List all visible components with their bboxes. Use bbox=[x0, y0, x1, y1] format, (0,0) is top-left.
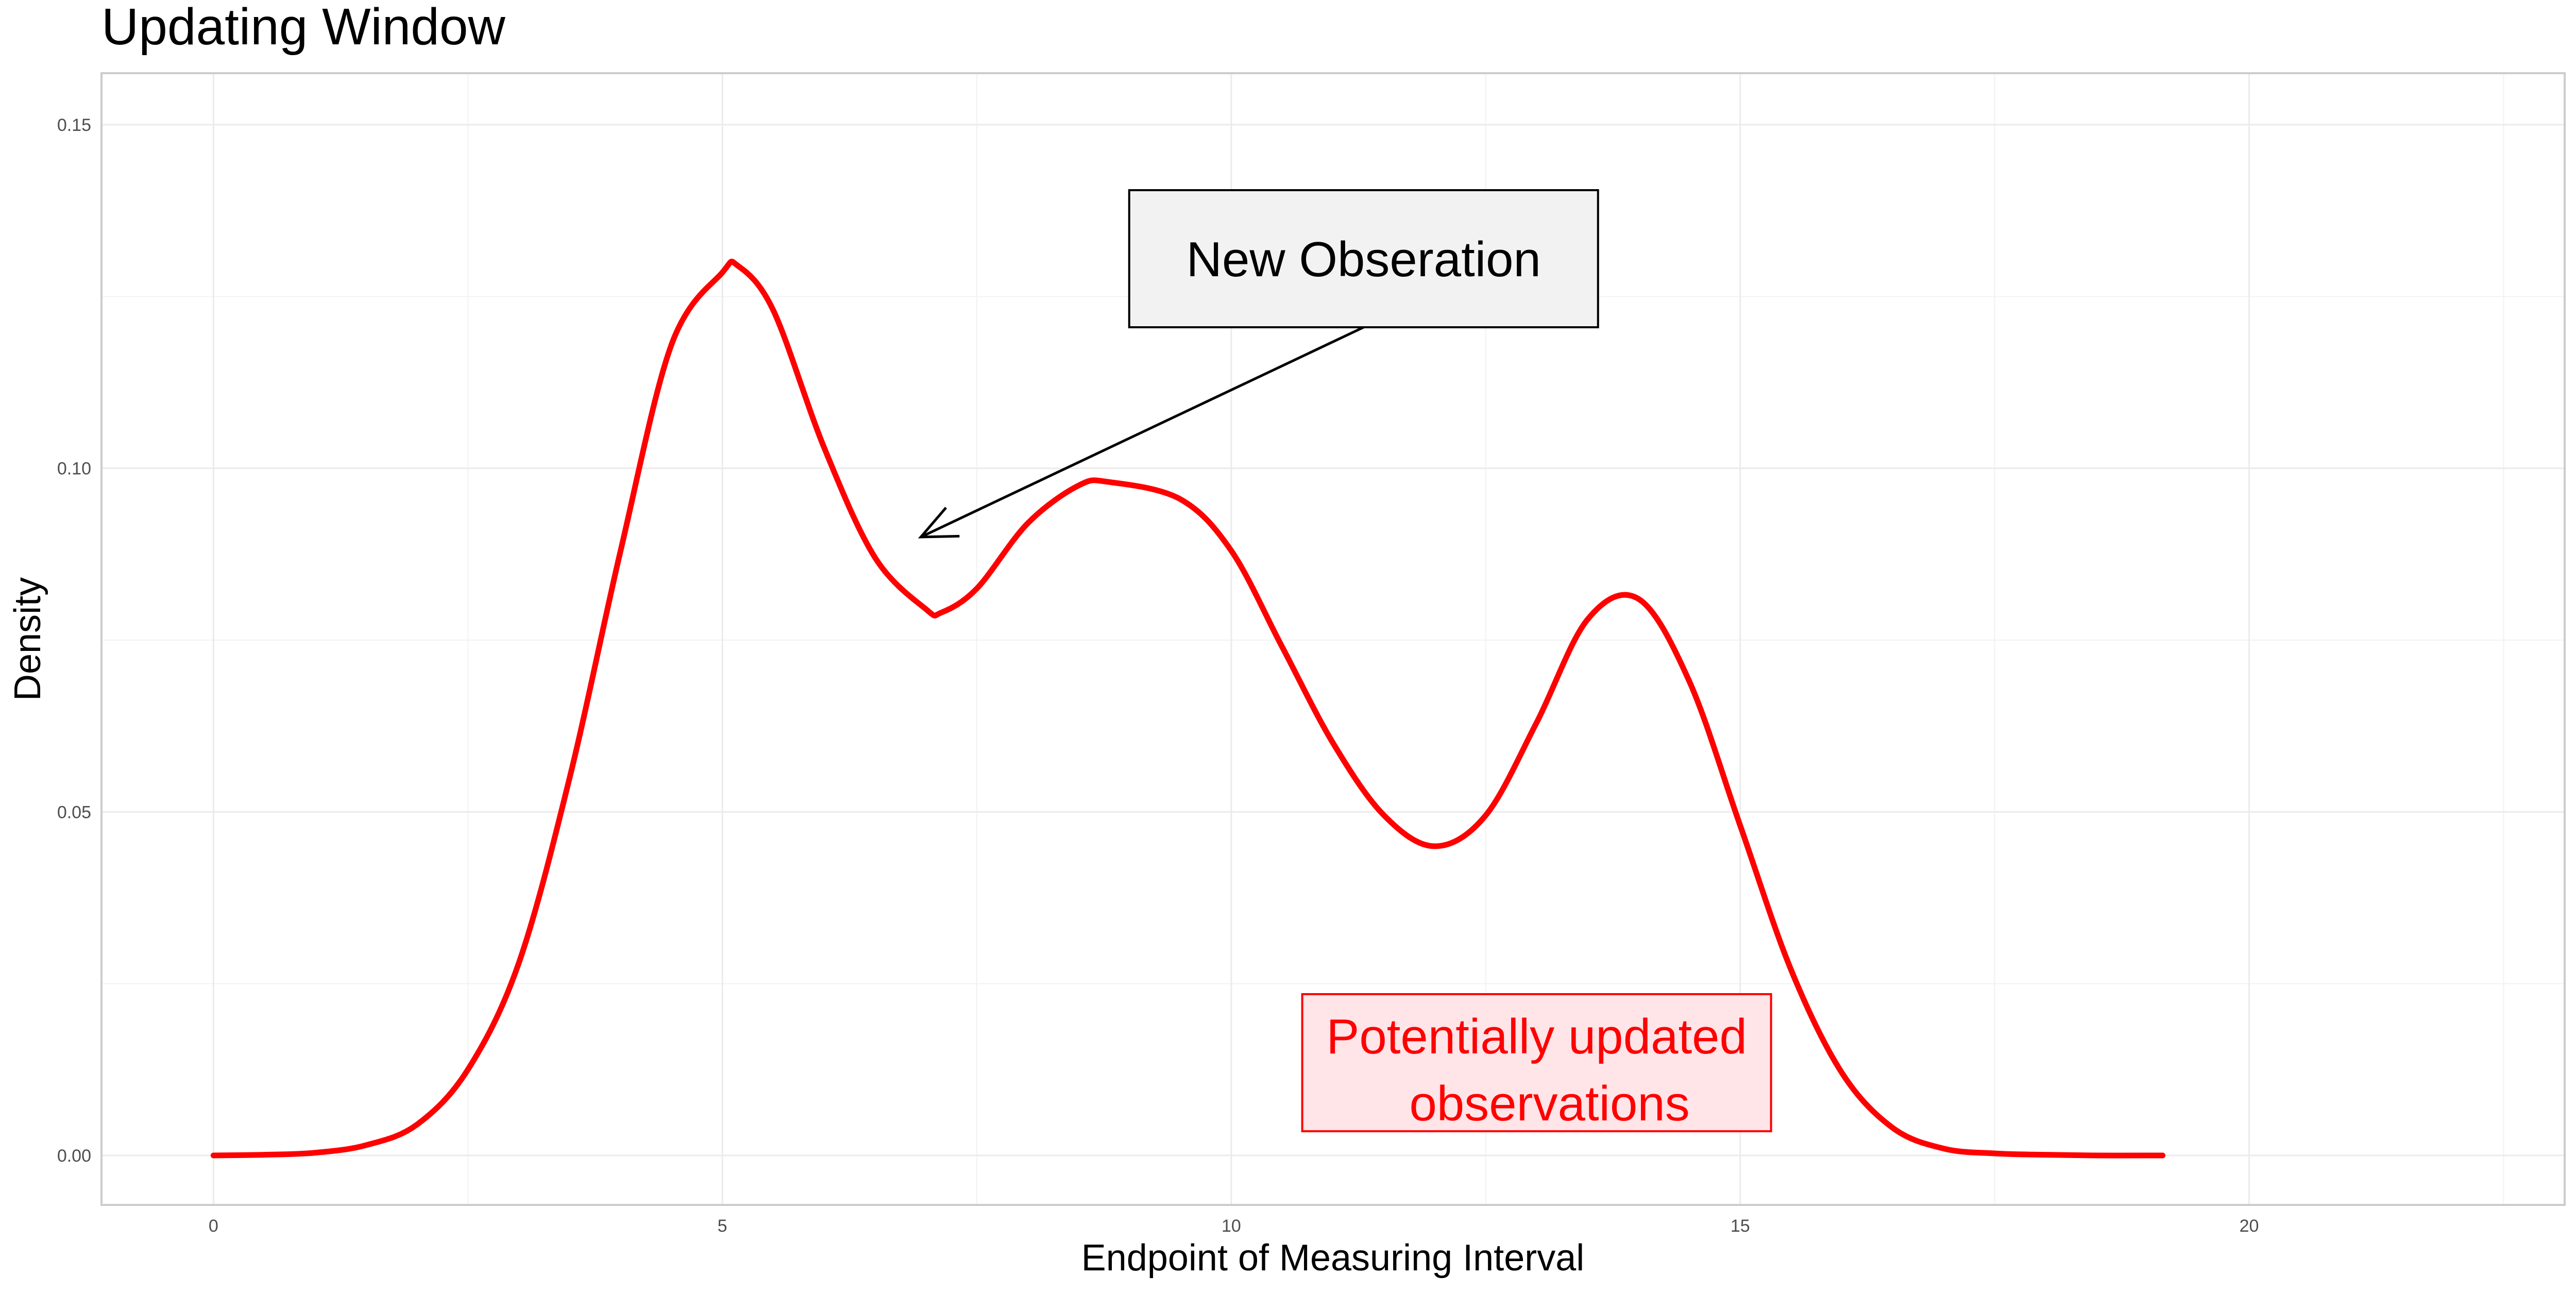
new-observation-arrowhead bbox=[918, 507, 960, 539]
y-tick-label: 0.05 bbox=[57, 802, 91, 822]
x-axis-label: Endpoint of Measuring Interval bbox=[1081, 1237, 1585, 1279]
x-tick-label: 20 bbox=[2240, 1216, 2259, 1236]
y-axis-label: Density bbox=[7, 577, 48, 701]
x-tick-label: 0 bbox=[209, 1216, 218, 1236]
density-series-line bbox=[210, 258, 2166, 1159]
new-observation-label-box bbox=[1128, 189, 1599, 328]
updated-observations-label-line2: observations bbox=[1409, 1076, 1689, 1131]
y-tick-label: 0.10 bbox=[57, 459, 91, 479]
x-tick-labels: 0 5 10 15 20 bbox=[209, 1216, 2259, 1236]
updated-observations-label-box bbox=[1301, 993, 1772, 1132]
new-observation-label: New Obseration bbox=[1187, 232, 1541, 287]
new-observation-arrow bbox=[920, 326, 1364, 539]
x-tick-label: 10 bbox=[1222, 1216, 1241, 1236]
x-tick-label: 15 bbox=[1731, 1216, 1750, 1236]
annotations: New Obseration Potentially updated observa… bbox=[918, 189, 1772, 1132]
updated-observations-label-line1: Potentially updated bbox=[1326, 1009, 1747, 1064]
y-tick-label: 0.00 bbox=[57, 1146, 91, 1166]
chart-title: Updating Window bbox=[101, 0, 506, 56]
y-tick-labels: 0.00 0.05 0.10 0.15 bbox=[57, 115, 91, 1166]
plot-panel-border bbox=[100, 72, 2566, 1206]
y-tick-label: 0.15 bbox=[57, 115, 91, 135]
x-tick-label: 5 bbox=[718, 1216, 727, 1236]
